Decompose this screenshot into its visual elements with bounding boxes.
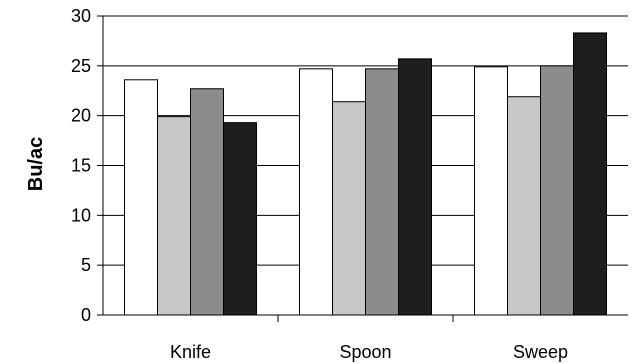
bar xyxy=(124,79,158,316)
bar xyxy=(540,65,574,316)
bar xyxy=(157,116,191,316)
y-axis-title: Bu/ac xyxy=(25,137,47,191)
bar xyxy=(299,68,333,316)
y-tick-label: 15 xyxy=(71,156,91,176)
bar xyxy=(573,32,607,316)
y-tick-label: 25 xyxy=(71,56,91,76)
y-tick-label: 30 xyxy=(71,6,91,26)
y-tick-label: 5 xyxy=(81,255,91,275)
y-tick-label: 10 xyxy=(71,205,91,225)
bar xyxy=(474,66,508,316)
bar xyxy=(398,58,432,316)
x-category-label: Knife xyxy=(170,342,211,362)
y-tick-label: 20 xyxy=(71,106,91,126)
y-tick-label: 0 xyxy=(81,305,91,325)
x-category-label: Spoon xyxy=(339,342,391,362)
bar xyxy=(365,68,399,316)
bar xyxy=(332,101,366,316)
bar xyxy=(223,122,257,316)
bar xyxy=(507,96,541,316)
bar xyxy=(190,88,224,316)
x-category-label: Sweep xyxy=(513,342,568,362)
